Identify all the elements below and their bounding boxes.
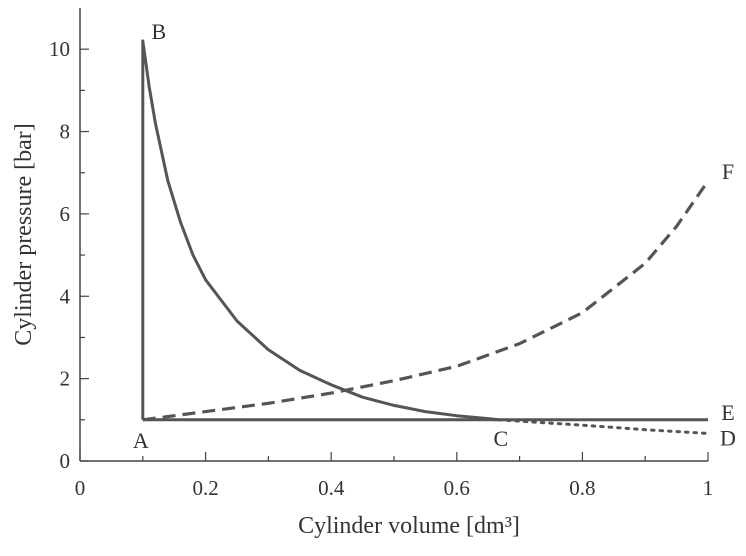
x-tick-label: 0.2 (192, 476, 218, 500)
y-tick-label: 6 (60, 202, 71, 226)
point-label-e: E (721, 400, 734, 425)
x-tick-label: 0 (75, 476, 86, 500)
x-tick-label: 0.8 (569, 476, 595, 500)
x-tick-label: 1 (703, 476, 714, 500)
point-label-b: B (151, 19, 166, 44)
x-tick-label: 0.6 (444, 476, 470, 500)
y-tick-label: 2 (60, 367, 71, 391)
point-label-d: D (720, 425, 736, 450)
axes-layer: 0 2 4 6 8 10 0 0.2 0.4 0.6 0.8 1 Cylinder volume [dm… (11, 8, 713, 539)
point-label-c: C (494, 426, 509, 451)
dotted-series-line (497, 418, 710, 435)
y-axis-title: Cylinder pressure [bar] (11, 123, 37, 346)
y-tick-label: 0 (60, 449, 71, 473)
y-tick-label: 8 (60, 120, 71, 144)
solid-series-line (141, 39, 708, 422)
point-label-a: A (133, 428, 149, 453)
x-axis-title: Cylinder volume [dm³] (298, 513, 520, 539)
y-tick-label: 4 (60, 284, 71, 308)
x-tick-label: 0.4 (318, 476, 345, 500)
series-layer (141, 39, 710, 435)
y-tick-label: 10 (49, 37, 70, 61)
dashed-series-line (142, 180, 710, 422)
point-label-f: F (722, 159, 734, 184)
labels-layer: A B C DE F (133, 19, 736, 453)
